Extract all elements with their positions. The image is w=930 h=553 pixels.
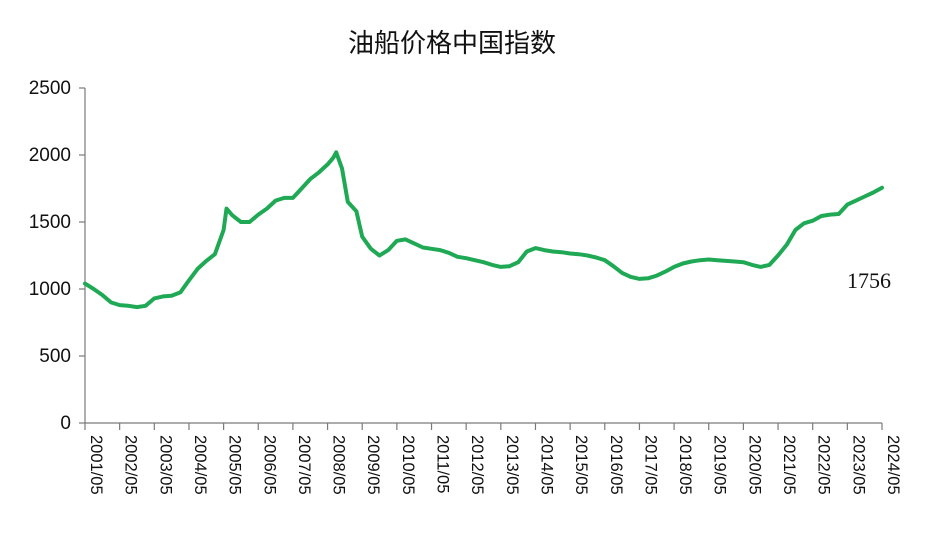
x-tick-label: 2004/05 bbox=[191, 435, 209, 495]
x-tick-label: 2003/05 bbox=[156, 435, 174, 495]
x-tick-label: 2012/05 bbox=[468, 435, 486, 495]
end-value-label: 1756 bbox=[847, 268, 891, 293]
series-layer bbox=[83, 150, 884, 310]
x-tick-label: 2015/05 bbox=[572, 435, 590, 495]
x-tick-label: 2011/05 bbox=[434, 435, 452, 493]
y-tick-label: 1500 bbox=[29, 212, 71, 233]
x-tick-label: 2021/05 bbox=[780, 435, 798, 495]
y-tick-label: 1000 bbox=[29, 279, 71, 300]
x-tick-label: 2023/05 bbox=[849, 435, 867, 495]
x-tick-label: 2016/05 bbox=[607, 435, 625, 495]
y-axis: 0 500 1000 1500 2000 2500 bbox=[29, 78, 86, 434]
x-tick-label: 2022/05 bbox=[815, 435, 833, 495]
series-line-0 bbox=[83, 150, 884, 310]
x-tick-label: 2002/05 bbox=[122, 435, 140, 495]
x-tick-label: 2008/05 bbox=[330, 435, 348, 495]
x-tick-label: 2001/05 bbox=[87, 435, 105, 495]
x-tick-label: 2009/05 bbox=[364, 435, 382, 495]
x-tick-label: 2005/05 bbox=[226, 435, 244, 495]
x-tick-label: 2014/05 bbox=[537, 435, 555, 495]
x-tick-label: 2018/05 bbox=[676, 435, 694, 495]
x-tick-label: 2007/05 bbox=[295, 435, 313, 495]
x-axis: 2001/05 2002/05 2003/05 2004/05 2005/05 2006/… bbox=[84, 422, 902, 495]
y-tick-label: 2000 bbox=[29, 145, 71, 166]
y-tick-label: 500 bbox=[39, 346, 71, 367]
x-tick-label: 2017/05 bbox=[641, 435, 659, 495]
y-tick-label: 0 bbox=[60, 413, 71, 434]
chart-title: 油船价格中国指数 bbox=[348, 29, 556, 59]
x-tick-label: 2013/05 bbox=[503, 435, 521, 495]
x-tick-label: 2010/05 bbox=[399, 435, 417, 495]
y-tick-label: 2500 bbox=[29, 78, 71, 99]
x-tick-label: 2020/05 bbox=[745, 435, 763, 495]
x-tick-label: 2024/05 bbox=[884, 435, 902, 495]
x-tick-label: 2006/05 bbox=[260, 435, 278, 495]
x-tick-label: 2019/05 bbox=[711, 435, 729, 495]
